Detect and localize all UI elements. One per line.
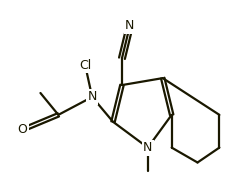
- Text: Cl: Cl: [79, 59, 91, 72]
- Text: N: N: [88, 91, 97, 104]
- Text: O: O: [18, 123, 28, 136]
- Text: N: N: [125, 19, 135, 32]
- Text: N: N: [143, 141, 153, 154]
